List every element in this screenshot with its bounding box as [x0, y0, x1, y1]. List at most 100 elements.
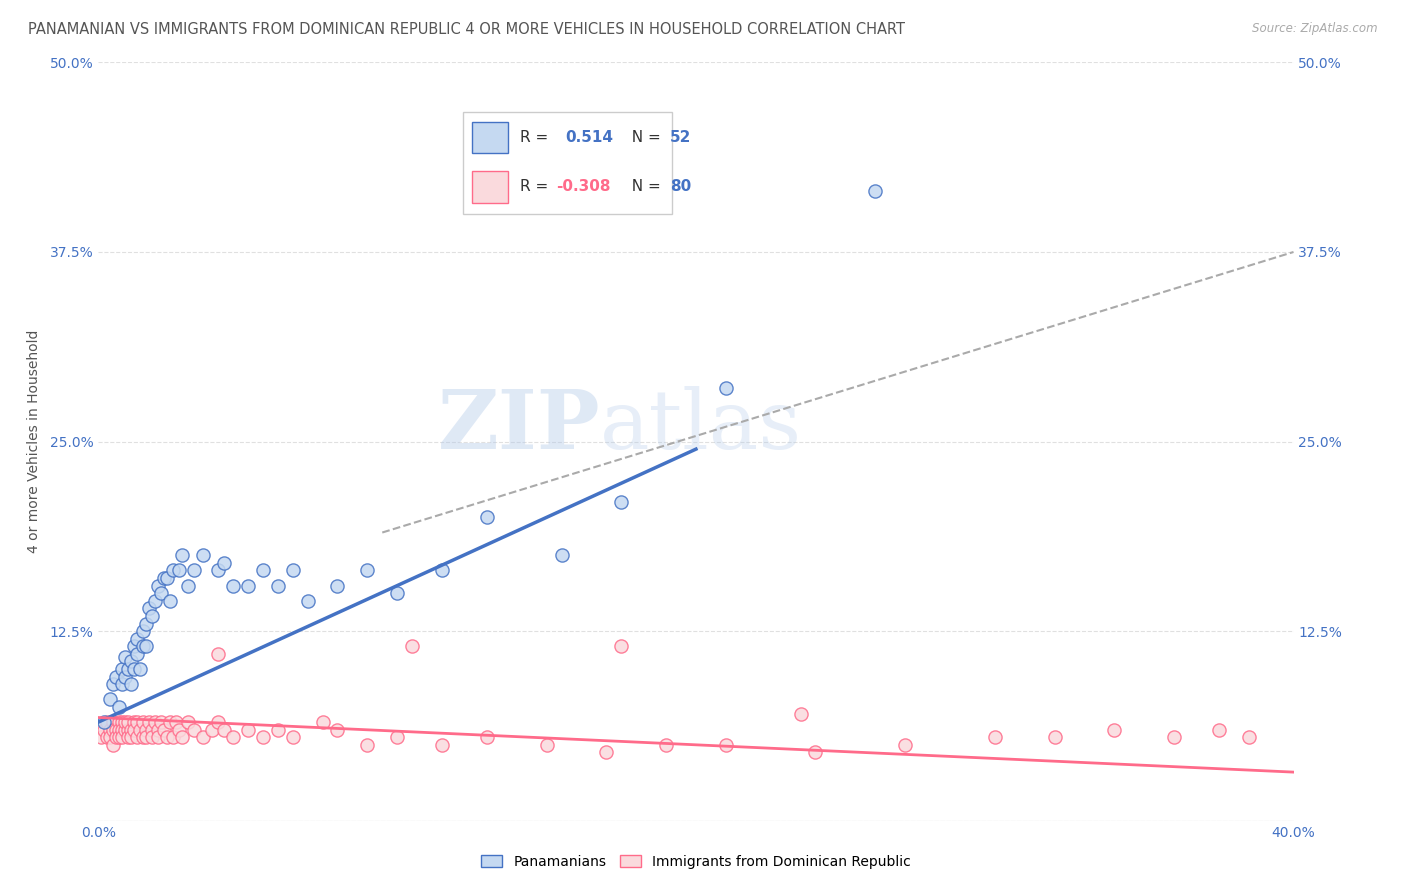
Point	[127, 647, 149, 661]
Point	[143, 594, 166, 608]
Point	[183, 564, 205, 578]
Point	[201, 723, 224, 737]
Point	[108, 699, 131, 714]
Text: N =: N =	[621, 130, 665, 145]
Point	[127, 632, 149, 646]
Point	[252, 564, 274, 578]
Point	[1104, 723, 1126, 737]
Point	[789, 707, 811, 722]
Point	[385, 730, 409, 744]
Point	[267, 723, 290, 737]
Point	[714, 738, 737, 752]
Point	[138, 715, 160, 730]
Point	[162, 564, 184, 578]
Point	[138, 601, 160, 615]
Point	[356, 738, 378, 752]
Point	[111, 715, 134, 730]
Point	[148, 723, 170, 737]
Point	[191, 548, 214, 563]
Point	[167, 564, 190, 578]
Point	[148, 579, 170, 593]
Text: 0.514: 0.514	[565, 130, 613, 145]
Point	[108, 715, 131, 730]
Point	[297, 594, 319, 608]
Point	[114, 669, 136, 683]
Point	[536, 738, 558, 752]
Point	[105, 669, 128, 683]
Point	[108, 730, 131, 744]
Point	[212, 556, 235, 570]
Point	[159, 594, 181, 608]
Point	[105, 723, 128, 737]
Point	[132, 624, 155, 639]
Point	[177, 715, 200, 730]
Point	[132, 639, 155, 653]
Point	[135, 723, 157, 737]
Point	[93, 723, 115, 737]
Point	[96, 730, 118, 744]
Point	[124, 662, 146, 676]
Point	[127, 730, 149, 744]
Point	[117, 730, 139, 744]
Point	[356, 564, 378, 578]
Point	[111, 730, 134, 744]
Point	[326, 723, 349, 737]
Point	[127, 715, 149, 730]
Point	[111, 662, 134, 676]
Point	[191, 730, 214, 744]
Point	[207, 715, 229, 730]
Point	[236, 579, 259, 593]
Point	[150, 715, 173, 730]
Point	[430, 564, 453, 578]
Point	[124, 639, 146, 653]
Point	[385, 586, 409, 600]
Point	[655, 738, 678, 752]
Text: 80: 80	[669, 179, 690, 194]
Point	[120, 723, 142, 737]
Point	[183, 723, 205, 737]
Point	[124, 715, 146, 730]
Point	[162, 730, 184, 744]
Point	[177, 579, 200, 593]
FancyBboxPatch shape	[472, 171, 509, 202]
Point	[132, 715, 155, 730]
Text: ZIP: ZIP	[437, 386, 600, 467]
Point	[894, 738, 917, 752]
Point	[120, 730, 142, 744]
Point	[105, 730, 128, 744]
Point	[111, 723, 134, 737]
Point	[1237, 730, 1260, 744]
Point	[236, 723, 259, 737]
Point	[172, 730, 194, 744]
Text: Source: ZipAtlas.com: Source: ZipAtlas.com	[1253, 22, 1378, 36]
Point	[252, 730, 274, 744]
Point	[98, 723, 122, 737]
Point	[111, 677, 134, 691]
Text: PANAMANIAN VS IMMIGRANTS FROM DOMINICAN REPUBLIC 4 OR MORE VEHICLES IN HOUSEHOLD: PANAMANIAN VS IMMIGRANTS FROM DOMINICAN …	[28, 22, 905, 37]
Point	[311, 715, 333, 730]
Point	[114, 723, 136, 737]
Point	[135, 639, 157, 653]
Point	[207, 647, 229, 661]
Point	[103, 738, 125, 752]
Point	[96, 715, 118, 730]
Point	[117, 662, 139, 676]
Point	[267, 579, 290, 593]
Point	[98, 730, 122, 744]
Point	[117, 715, 139, 730]
Point	[132, 730, 155, 744]
Point	[281, 730, 304, 744]
Point	[222, 579, 245, 593]
Legend: Panamanians, Immigrants from Dominican Republic: Panamanians, Immigrants from Dominican R…	[475, 849, 917, 874]
Point	[430, 738, 453, 752]
Point	[103, 723, 125, 737]
Point	[93, 715, 115, 730]
Point	[1208, 723, 1230, 737]
Point	[610, 495, 633, 509]
Point	[120, 677, 142, 691]
Text: N =: N =	[621, 179, 665, 194]
Point	[98, 692, 122, 706]
Point	[141, 730, 163, 744]
Point	[150, 586, 173, 600]
Point	[865, 184, 887, 198]
